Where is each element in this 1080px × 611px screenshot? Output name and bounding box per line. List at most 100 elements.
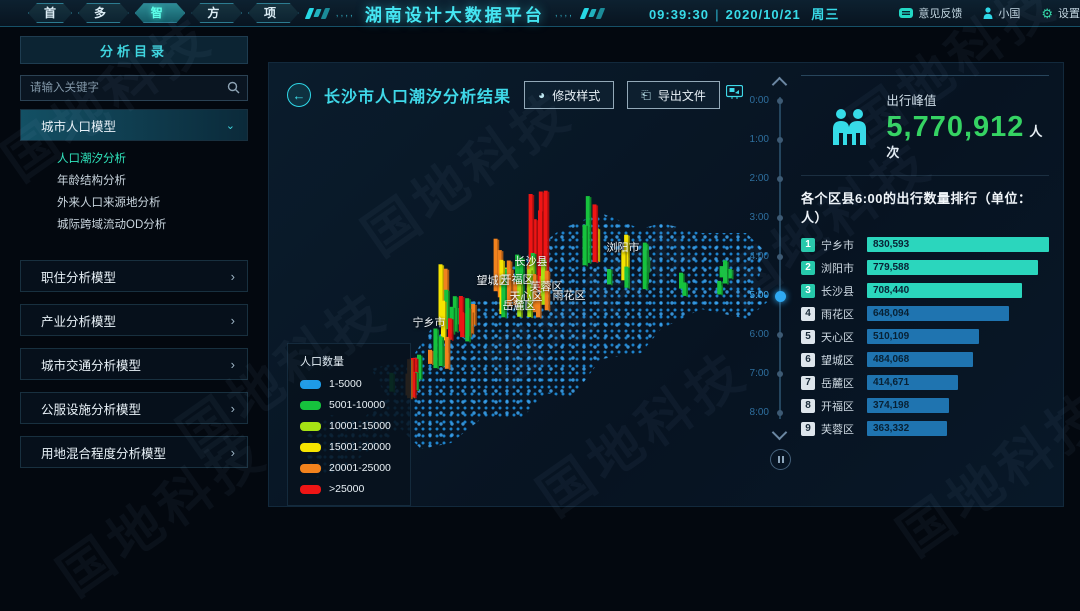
feedback-label: 意见反馈	[918, 8, 963, 20]
tidal-3d-map[interactable]: 浏阳市 长沙县 望城区 开福区 芙蓉区 天心区 雨花区 岳麓区 宁乡市	[281, 133, 781, 493]
rank-district-name: 开福区	[821, 400, 854, 413]
back-button[interactable]: ←	[287, 83, 311, 107]
peak-card: 出行峰值 5,770,912 人次	[801, 90, 1049, 162]
sidebar-group[interactable]: 职住分析模型 ›	[20, 260, 248, 292]
nav-tab-多源数据[interactable]: 多源数据	[78, 3, 129, 23]
slider-tick-label: 2:00	[749, 173, 769, 184]
slider-tick-dot[interactable]	[777, 410, 783, 416]
rank-bar-track: 648,094	[867, 306, 1049, 321]
slider-tick-dot[interactable]	[777, 254, 783, 260]
map-canvas	[301, 190, 771, 478]
map-district-label: 开福区	[500, 274, 534, 286]
slider-tick-label: 7:00	[749, 368, 769, 379]
legend-label: 1-5000	[329, 378, 362, 390]
rank-bar[interactable]: 708,440	[867, 283, 1023, 298]
sidebar-group[interactable]: 城市交通分析模型 ›	[20, 348, 248, 380]
modify-style-button[interactable]: ◕ 修改样式	[524, 81, 615, 109]
sidebar-group-label: 城市人口模型	[41, 119, 117, 134]
map-district-label: 雨花区	[552, 290, 586, 302]
legend-label: >25000	[329, 483, 365, 495]
search-input[interactable]	[21, 76, 247, 100]
map-district-label: 浏阳市	[606, 242, 640, 254]
rank-district-name: 长沙县	[821, 285, 854, 298]
legend-label: 10001-15000	[329, 420, 391, 432]
slider-tick-dot[interactable]	[777, 371, 783, 377]
legend-item: 20001-25000	[300, 462, 398, 474]
search-icon	[227, 81, 240, 94]
rank-bar[interactable]: 414,671	[867, 375, 958, 390]
submenu-item[interactable]: 年龄结构分析	[57, 175, 126, 187]
decor-slashes-left	[304, 7, 330, 19]
rank-value: 648,094	[873, 308, 910, 319]
map-district-label: 岳麓区	[502, 300, 536, 312]
slider-tick-dot[interactable]	[777, 332, 783, 338]
settings-button[interactable]: ⚙ 设置	[1041, 5, 1080, 21]
sidebar-group[interactable]: 公服设施分析模型 ›	[20, 392, 248, 424]
rank-badge: 8	[801, 398, 815, 413]
slider-tick-dot[interactable]	[777, 98, 783, 104]
export-file-label: 导出文件	[657, 88, 706, 103]
rank-bar[interactable]: 830,593	[867, 237, 1049, 252]
user-menu[interactable]: 小国	[983, 5, 1020, 21]
submenu: 人口潮汐分析 年龄结构分析外来人口来源地分析 城际跨域流动OD分析	[20, 141, 248, 248]
submenu-item[interactable]: 人口潮汐分析	[57, 153, 126, 165]
rank-bar[interactable]: 648,094	[867, 306, 1009, 321]
submenu-item[interactable]: 外来人口来源地分析	[57, 197, 161, 209]
legend-swatch	[300, 442, 321, 452]
legend-swatch	[300, 421, 321, 431]
snapshot-icon[interactable]	[725, 84, 744, 104]
rank-bar[interactable]: 510,109	[867, 329, 979, 344]
legend-item: 10001-15000	[300, 420, 398, 432]
rank-bar[interactable]: 779,588	[867, 260, 1038, 275]
legend-item: 1-5000	[300, 378, 398, 390]
nav-tab-项目分布[interactable]: 项目分布	[248, 3, 299, 23]
rank-district-name: 宁乡市	[821, 239, 854, 252]
rank-value: 779,588	[873, 262, 910, 273]
rank-row: 7 岳麓区 414,671	[801, 375, 1049, 390]
slider-tick-dot[interactable]	[777, 137, 783, 143]
slider-tick-dot[interactable]	[777, 215, 783, 221]
nav-tab-首页[interactable]: 首页	[28, 3, 72, 23]
pause-button[interactable]	[770, 449, 791, 470]
submenu-item[interactable]: 城际跨域流动OD分析	[57, 219, 167, 231]
slider-tick-dot[interactable]	[777, 176, 783, 182]
rank-bar-track: 830,593	[867, 237, 1049, 252]
slider-tick-label: 5:00	[749, 290, 769, 301]
sidebar-group[interactable]: 用地混合程度分析模型 ›	[20, 436, 248, 468]
rank-bar-track: 779,588	[867, 260, 1049, 275]
stats-panel: 出行峰值 5,770,912 人次 各个区县6:00的出行数量排行（单位：人） 1…	[801, 75, 1049, 444]
sidebar-group[interactable]: 产业分析模型 ›	[20, 304, 248, 336]
rank-row: 2 浏阳市 779,588	[801, 260, 1049, 275]
rank-bar[interactable]: 374,198	[867, 398, 949, 413]
gear-icon: ⚙	[1041, 5, 1053, 21]
slider-tick-dot[interactable]	[775, 291, 786, 302]
rank-value: 374,198	[873, 400, 910, 411]
nav-tab-智慧分析[interactable]: 智慧分析	[135, 3, 186, 23]
title-decor-left: ,,,,	[335, 7, 355, 19]
rank-bar[interactable]: 484,068	[867, 352, 974, 367]
map-district-label: 芙蓉区	[529, 281, 563, 293]
export-file-button[interactable]: ⎗ 导出文件	[627, 81, 720, 109]
rank-value: 830,593	[873, 239, 910, 250]
ranking-title: 各个区县6:00的出行数量排行（单位：人）	[801, 191, 1032, 225]
sidebar-title: 分析目录	[20, 36, 248, 64]
rank-bar-track: 484,068	[867, 352, 1049, 367]
slider-up-icon[interactable]	[771, 76, 788, 93]
rank-badge: 5	[801, 329, 815, 344]
topbar-right-group: 意见反馈 小国 ⚙ 设置	[885, 5, 1080, 21]
user-icon	[983, 7, 993, 19]
rank-row: 1 宁乡市 830,593	[801, 237, 1049, 252]
analysis-result-panel: ← 长沙市人口潮汐分析结果 ◕ 修改样式 ⎗ 导出文件 浏阳市 长沙县 望城区 开福区…	[268, 62, 1064, 507]
nav-tab-方案评审[interactable]: 方案评审	[191, 3, 242, 23]
rank-bar-track: 414,671	[867, 375, 1049, 390]
rank-badge: 7	[801, 375, 815, 390]
chevron-down-icon: ⌄	[225, 119, 235, 132]
sidebar-group-label: 产业分析模型	[41, 314, 117, 329]
time-text: 09:39:30	[648, 6, 709, 22]
sidebar-group[interactable]: 城市人口模型 ⌄	[20, 109, 248, 141]
feedback-button[interactable]: 意见反馈	[899, 5, 962, 21]
rank-district-name: 雨花区	[821, 308, 854, 321]
rank-bar[interactable]: 363,332	[867, 421, 947, 436]
rank-badge: 4	[801, 306, 815, 321]
legend-label: 15001-20000	[329, 441, 391, 453]
